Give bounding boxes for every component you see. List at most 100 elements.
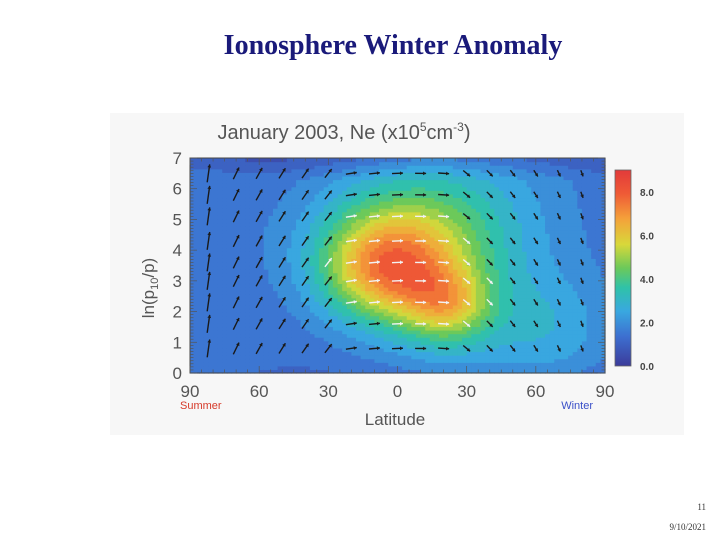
heatmap-cell (226, 294, 233, 299)
heatmap-cell (517, 369, 523, 374)
heatmap-cell (365, 175, 371, 181)
heatmap-cell (535, 279, 542, 285)
heatmap-cell (434, 312, 440, 317)
heatmap-cell (411, 161, 417, 166)
heatmap-cell (259, 308, 265, 313)
heatmap-cell (268, 297, 274, 302)
heatmap-cell (508, 340, 514, 345)
heatmap-cell (522, 351, 528, 356)
heatmap-cell (222, 330, 228, 335)
heatmap-cell (323, 208, 329, 213)
heatmap-cell (309, 351, 316, 356)
heatmap-cell (277, 215, 283, 220)
heatmap-cell (337, 315, 343, 320)
heatmap-cell (568, 301, 574, 306)
heatmap-cell (323, 322, 329, 328)
heatmap-cell (522, 218, 528, 224)
heatmap-cell (526, 158, 532, 163)
heatmap-cell (374, 319, 380, 324)
heatmap-cell (397, 247, 403, 252)
heatmap-cell (342, 190, 348, 195)
heatmap-cell (356, 226, 362, 231)
heatmap-cell (323, 333, 329, 338)
heatmap-cell (549, 197, 555, 202)
heatmap-cell (462, 218, 468, 224)
heatmap-cell (296, 265, 302, 270)
heatmap-cell (273, 261, 279, 267)
heatmap-cell (217, 344, 223, 349)
heatmap-cell (383, 333, 389, 338)
heatmap-cell (406, 294, 412, 299)
heatmap-cell (558, 175, 565, 181)
heatmap-cell (194, 294, 200, 299)
heatmap-cell (545, 358, 551, 363)
heatmap-cell (448, 208, 454, 213)
heatmap-cell (540, 301, 546, 306)
heatmap-cell (383, 265, 389, 270)
heatmap-cell (379, 165, 385, 170)
heatmap-cell (452, 290, 459, 295)
heatmap-cell (305, 186, 311, 191)
heatmap-cell (452, 294, 459, 299)
heatmap-cell (448, 254, 454, 259)
heatmap-cell (540, 344, 546, 349)
heatmap-cell (369, 190, 376, 195)
heatmap-cell (526, 287, 532, 292)
heatmap-cell (545, 240, 551, 245)
heatmap-cell (522, 251, 528, 256)
heatmap-cell (356, 251, 362, 256)
heatmap-cell (305, 340, 311, 345)
heatmap-cell (328, 322, 334, 328)
heatmap-cell (480, 179, 486, 184)
heatmap-cell (240, 308, 246, 313)
heatmap-cell (291, 226, 297, 231)
heatmap-cell (494, 365, 500, 371)
heatmap-cell (190, 247, 196, 252)
heatmap-cell (522, 355, 528, 360)
heatmap-cell (517, 340, 523, 345)
heatmap-cell (328, 172, 334, 177)
heatmap-cell (512, 315, 518, 320)
heatmap-cell (259, 362, 265, 367)
heatmap-cell (217, 287, 223, 292)
heatmap-cell (319, 215, 325, 220)
heatmap-cell (563, 197, 569, 202)
heatmap-cell (342, 312, 348, 317)
heatmap-cell (236, 226, 242, 231)
heatmap-cell (379, 222, 385, 227)
heatmap-cell (475, 294, 482, 299)
heatmap-cell (443, 269, 449, 274)
heatmap-cell (346, 211, 352, 216)
heatmap-cell (388, 244, 394, 249)
heatmap-cell (420, 362, 426, 367)
heatmap-cell (379, 215, 385, 220)
heatmap-cell (526, 362, 532, 367)
heatmap-cell (439, 290, 445, 295)
heatmap-cell (273, 240, 279, 245)
heatmap-cell (392, 287, 399, 292)
heatmap-cell (332, 272, 339, 277)
heatmap-cell (489, 233, 495, 238)
heatmap-cell (462, 272, 468, 277)
heatmap-cell (388, 304, 394, 310)
heatmap-cell (273, 218, 279, 224)
heatmap-cell (240, 165, 246, 170)
heatmap-cell (190, 226, 196, 231)
heatmap-cell (374, 247, 380, 252)
heatmap-cell (545, 279, 551, 285)
heatmap-cell (522, 172, 528, 177)
heatmap-cell (466, 222, 472, 227)
heatmap-cell (203, 347, 210, 353)
heatmap-cell (337, 272, 343, 277)
heatmap-cell (268, 197, 274, 202)
heatmap-cell (190, 344, 196, 349)
heatmap-cell (194, 175, 200, 181)
heatmap-cell (540, 340, 546, 345)
heatmap-cell (328, 179, 334, 184)
heatmap-cell (415, 244, 422, 249)
heatmap-cell (268, 333, 274, 338)
heatmap-cell (549, 369, 555, 374)
heatmap-cell (545, 304, 551, 310)
heatmap-cell (277, 269, 283, 274)
heatmap-cell (425, 258, 431, 263)
